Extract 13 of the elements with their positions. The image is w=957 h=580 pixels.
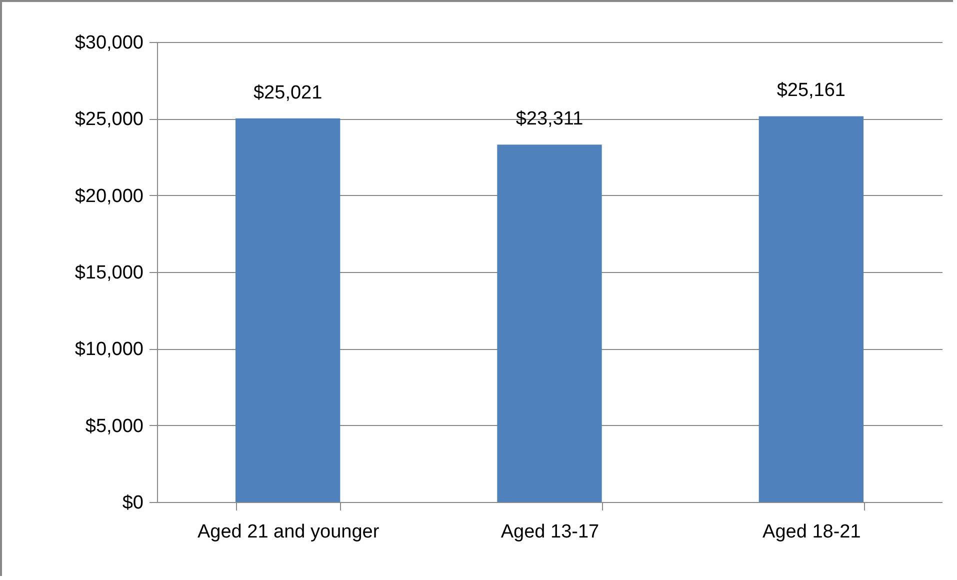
y-tick-label: $5,000 (85, 416, 144, 437)
x-tick-label: Aged 18-21 (762, 522, 861, 542)
x-tick-label: Aged 13-17 (500, 522, 600, 542)
y-tick-label: $20,000 (74, 186, 144, 207)
y-tick-label: $15,000 (74, 262, 144, 284)
y-tick-label: $30,000 (74, 32, 144, 54)
y-tick-label: $0 (122, 492, 144, 514)
y-tick-label: $25,000 (74, 109, 144, 130)
data-label: $25,161 (776, 80, 846, 102)
y-tick-label: $10,000 (74, 339, 144, 360)
x-tick-label: Aged 21 and younger (197, 522, 380, 542)
data-label: $25,021 (253, 82, 322, 104)
data-label: $23,311 (516, 108, 584, 130)
